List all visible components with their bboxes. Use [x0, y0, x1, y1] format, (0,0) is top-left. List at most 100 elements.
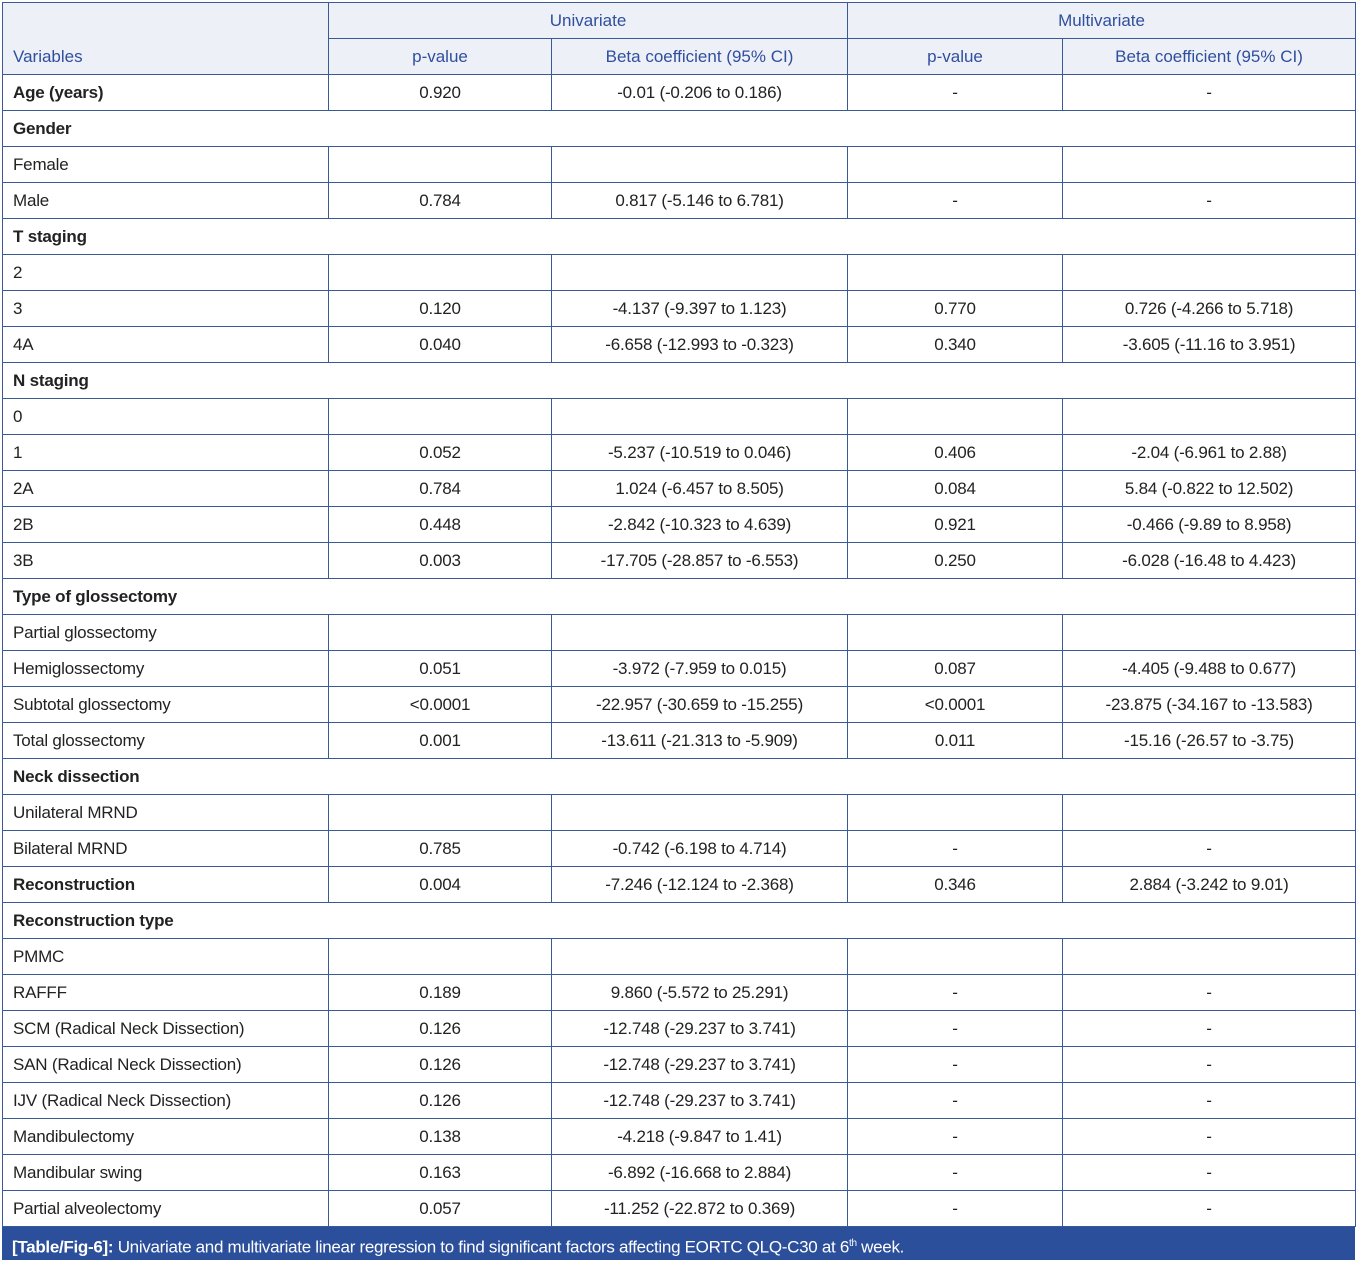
multi-pvalue-cell [847, 614, 1064, 651]
table-row: Bilateral MRND 0.785 -0.742 (-6.198 to 4.7… [2, 830, 1357, 867]
table-row: 2 [2, 254, 1357, 291]
uni-pvalue-cell: 0.051 [328, 650, 552, 687]
variable-cell: Unilateral MRND [2, 794, 329, 831]
variable-cell: 2 [2, 254, 329, 291]
header-univariate: Univariate [327, 2, 849, 39]
table-body: Age (years) 0.920 -0.01 (-0.206 to 0.186) -… [1, 74, 1357, 1227]
multi-pvalue-cell: 0.770 [847, 290, 1064, 327]
multi-beta-cell: - [1062, 1154, 1357, 1191]
header-multi-pvalue: p-value [847, 38, 1064, 75]
multi-beta-cell: - [1062, 1082, 1357, 1119]
table-row: Age (years) 0.920 -0.01 (-0.206 to 0.186) -… [2, 74, 1357, 111]
multi-pvalue-cell: - [847, 182, 1064, 219]
multi-pvalue-cell: 0.406 [847, 434, 1064, 471]
variable-cell: Age (years) [2, 74, 329, 111]
uni-beta-cell [550, 794, 849, 831]
variable-cell: IJV (Radical Neck Dissection) [2, 1082, 329, 1119]
table-row: Reconstruction 0.004 -7.246 (-12.124 to -2… [2, 866, 1357, 903]
multi-beta-cell: - [1062, 182, 1357, 219]
uni-pvalue-cell: 0.448 [328, 506, 552, 543]
variable-cell: Total glossectomy [2, 722, 329, 759]
multi-pvalue-cell: - [847, 1046, 1064, 1083]
multi-beta-cell: - [1062, 974, 1357, 1011]
uni-beta-cell [550, 254, 849, 291]
multi-beta-cell [1062, 146, 1357, 183]
multi-pvalue-cell [847, 794, 1064, 831]
uni-pvalue-cell: <0.0001 [328, 686, 552, 723]
multi-pvalue-cell: - [847, 974, 1064, 1011]
multi-beta-cell: -6.028 (-16.48 to 4.423) [1062, 542, 1357, 579]
multi-beta-cell: - [1062, 1010, 1357, 1047]
variable-cell: 0 [2, 398, 329, 435]
uni-pvalue-cell: 0.001 [328, 722, 552, 759]
multi-pvalue-cell: 0.084 [847, 470, 1064, 507]
multi-pvalue-cell: <0.0001 [847, 686, 1064, 723]
table-row: 2A 0.784 1.024 (-6.457 to 8.505) 0.084 5.84 … [2, 470, 1357, 507]
multi-pvalue-cell [847, 254, 1064, 291]
uni-pvalue-cell: 0.784 [328, 182, 552, 219]
uni-pvalue-cell [328, 398, 552, 435]
table-row: Male 0.784 0.817 (-5.146 to 6.781) - - [2, 182, 1357, 219]
multi-beta-cell: -3.605 (-11.16 to 3.951) [1062, 326, 1357, 363]
variable-cell: Subtotal glossectomy [2, 686, 329, 723]
variable-cell: Mandibular swing [2, 1154, 329, 1191]
multi-beta-cell: -0.466 (-9.89 to 8.958) [1062, 506, 1357, 543]
uni-beta-cell: -3.972 (-7.959 to 0.015) [550, 650, 849, 687]
table-row: Hemiglossectomy 0.051 -3.972 (-7.959 to 0.… [2, 650, 1357, 687]
uni-pvalue-cell [328, 146, 552, 183]
variable-cell: Hemiglossectomy [2, 650, 329, 687]
header-variables: Variables [2, 2, 329, 75]
uni-beta-cell [550, 146, 849, 183]
table-row: Subtotal glossectomy <0.0001 -22.957 (-30.… [2, 686, 1357, 723]
multi-beta-cell: -4.405 (-9.488 to 0.677) [1062, 650, 1357, 687]
header-multi-beta: Beta coefficient (95% CI) [1062, 38, 1357, 75]
caption-sup: th [849, 1238, 857, 1249]
uni-pvalue-cell: 0.120 [328, 290, 552, 327]
multi-beta-cell: - [1062, 74, 1357, 111]
table-row: RAFFF 0.189 9.860 (-5.572 to 25.291) - - [2, 974, 1357, 1011]
multi-beta-cell: -23.875 (-34.167 to -13.583) [1062, 686, 1357, 723]
multi-pvalue-cell: - [847, 1118, 1064, 1155]
uni-beta-cell [550, 398, 849, 435]
table-row: Partial alveolectomy 0.057 -11.252 (-22.87… [2, 1190, 1357, 1227]
header-multivariate: Multivariate [847, 2, 1357, 39]
table-row: SAN (Radical Neck Dissection) 0.126 -12.74… [2, 1046, 1357, 1083]
table-row: Total glossectomy 0.001 -13.611 (-21.313 t… [2, 722, 1357, 759]
uni-pvalue-cell: 0.163 [328, 1154, 552, 1191]
section-label: N staging [1, 362, 1357, 399]
header-uni-pvalue: p-value [328, 38, 552, 75]
multi-beta-cell: - [1062, 1046, 1357, 1083]
table-row: Female [2, 146, 1357, 183]
table-caption: [Table/Fig-6]: Univariate and multivaria… [2, 1227, 1355, 1260]
section-label: Gender [1, 110, 1357, 147]
uni-pvalue-cell: 0.126 [328, 1046, 552, 1083]
uni-beta-cell: -5.237 (-10.519 to 0.046) [550, 434, 849, 471]
section-row: Reconstruction type [1, 902, 1357, 939]
multi-beta-cell: 5.84 (-0.822 to 12.502) [1062, 470, 1357, 507]
multi-pvalue-cell: - [847, 1082, 1064, 1119]
table-row: 3 0.120 -4.137 (-9.397 to 1.123) 0.770 0.726… [2, 290, 1357, 327]
uni-beta-cell: -0.01 (-0.206 to 0.186) [550, 74, 849, 111]
multi-beta-cell: -15.16 (-26.57 to -3.75) [1062, 722, 1357, 759]
caption-label: [Table/Fig-6]: [12, 1237, 114, 1257]
variable-cell: Bilateral MRND [2, 830, 329, 867]
uni-pvalue-cell: 0.189 [328, 974, 552, 1011]
uni-pvalue-cell [328, 614, 552, 651]
variable-cell: Female [2, 146, 329, 183]
regression-table: Variables Univariate Multivariate p-valu… [1, 2, 1357, 1227]
multi-pvalue-cell [847, 938, 1064, 975]
uni-beta-cell: -12.748 (-29.237 to 3.741) [550, 1082, 849, 1119]
section-label: Neck dissection [1, 758, 1357, 795]
uni-pvalue-cell: 0.920 [328, 74, 552, 111]
multi-beta-cell [1062, 794, 1357, 831]
multi-pvalue-cell: 0.011 [847, 722, 1064, 759]
section-row: Gender [1, 110, 1357, 147]
variable-cell: Partial alveolectomy [2, 1190, 329, 1227]
uni-beta-cell: -7.246 (-12.124 to -2.368) [550, 866, 849, 903]
uni-beta-cell: 0.817 (-5.146 to 6.781) [550, 182, 849, 219]
uni-beta-cell: -12.748 (-29.237 to 3.741) [550, 1010, 849, 1047]
multi-beta-cell: - [1062, 830, 1357, 867]
uni-pvalue-cell: 0.785 [328, 830, 552, 867]
uni-beta-cell: -0.742 (-6.198 to 4.714) [550, 830, 849, 867]
